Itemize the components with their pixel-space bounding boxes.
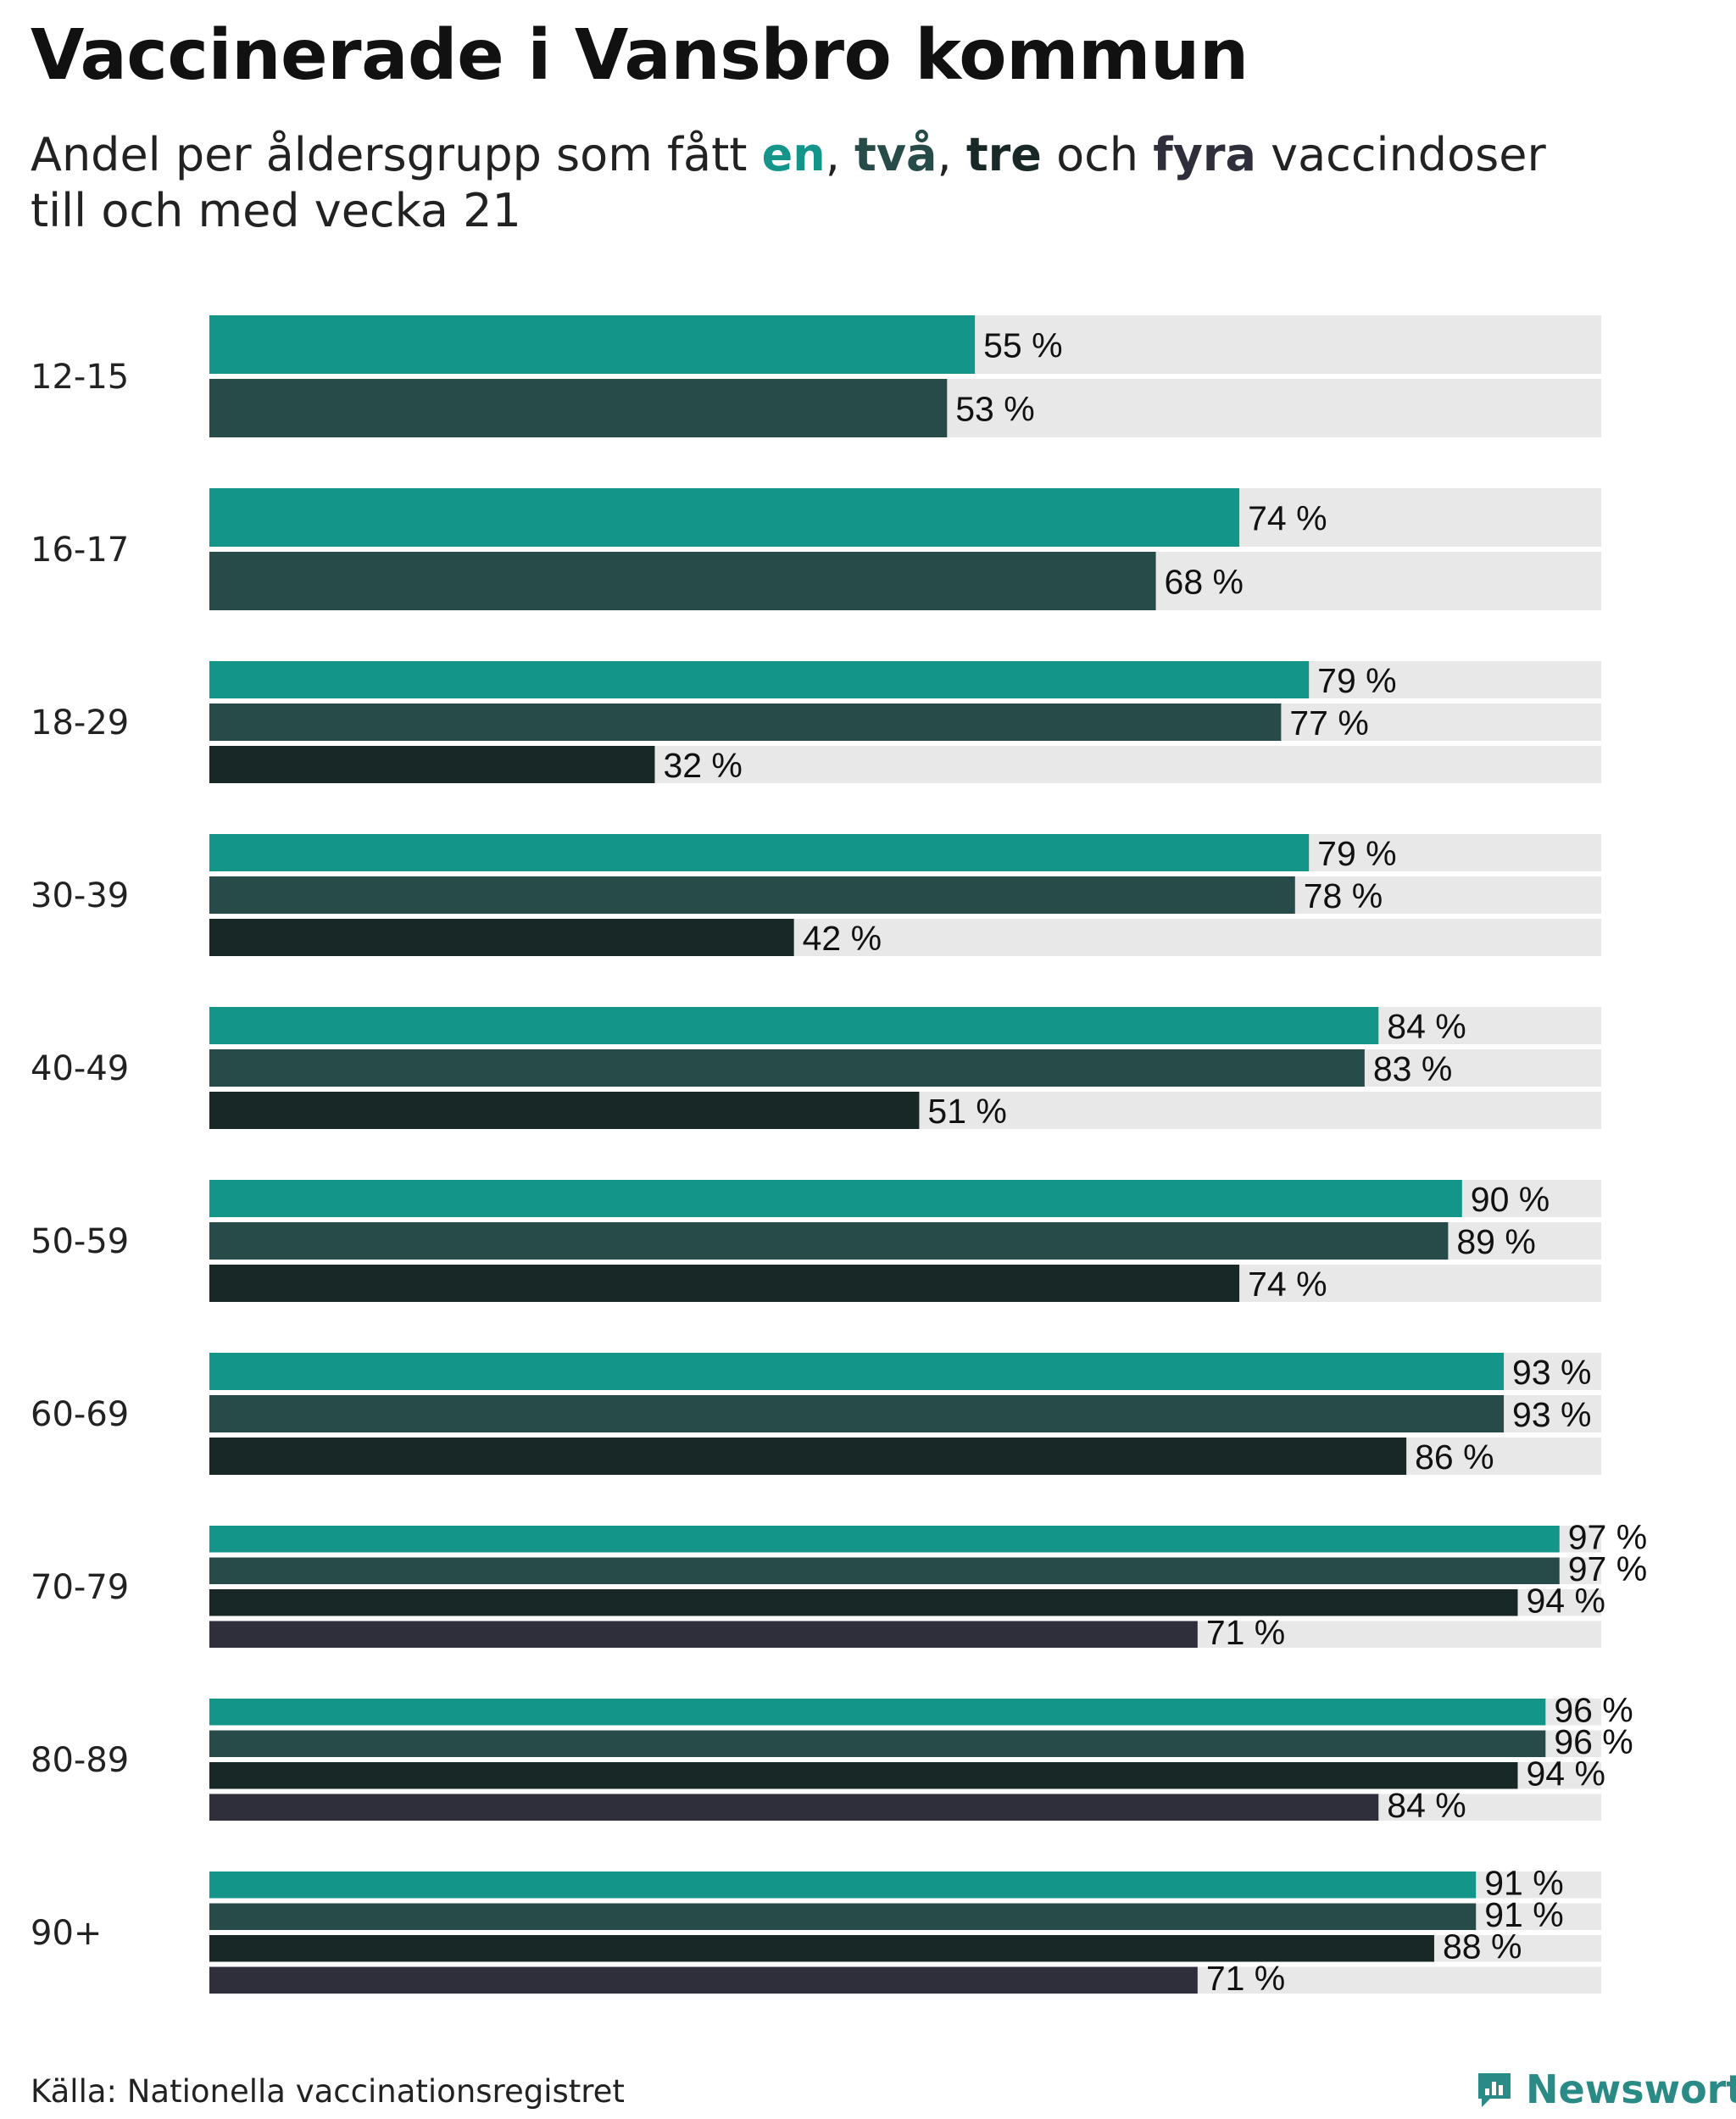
- bar-två-50-59: [209, 1222, 1449, 1260]
- bar-fyra-70-79: [209, 1621, 1198, 1648]
- bar-två-80-89: [209, 1730, 1546, 1757]
- subtitle-och: och: [1041, 128, 1154, 181]
- subtitle-separator: ,: [937, 128, 966, 181]
- value-label: 78 %: [1304, 876, 1383, 915]
- bar-tre-80-89: [209, 1762, 1518, 1789]
- value-label: 79 %: [1317, 834, 1396, 873]
- bar-två-30-39: [209, 876, 1295, 914]
- value-label: 51 %: [927, 1092, 1006, 1131]
- age-group-label: 30-39: [31, 876, 129, 915]
- value-label: 90 %: [1471, 1180, 1550, 1219]
- age-group-label: 40-49: [31, 1049, 129, 1088]
- bar-en-80-89: [209, 1699, 1546, 1726]
- age-group-50-59: 50-59 90 %89 % 74 %: [31, 1180, 1601, 1304]
- subtitle-dose-en: en: [761, 128, 826, 181]
- bar-en-40-49: [209, 1007, 1379, 1044]
- bar-tre-18-29: [209, 746, 655, 783]
- subtitle-dose-tva: två: [854, 128, 938, 181]
- bar-två-16-17: [209, 552, 1156, 610]
- value-label: 97 %: [1568, 1549, 1647, 1588]
- value-label: 91 %: [1484, 1864, 1563, 1903]
- age-group-label: 12-15: [31, 358, 129, 397]
- value-label: 93 %: [1512, 1353, 1591, 1392]
- bar-tre-50-59: [209, 1265, 1240, 1302]
- age-group-40-49: 40-49 84 %83 % 51 %: [31, 1007, 1601, 1131]
- bar-två-70-79: [209, 1557, 1560, 1584]
- age-group-60-69: 60-69 93 %93 % 86 %: [31, 1353, 1601, 1477]
- value-label: 55 %: [983, 325, 1062, 364]
- bar-fyra-90+: [209, 1966, 1198, 1994]
- bar-två-18-29: [209, 704, 1282, 741]
- chart-subtitle: Andel per åldersgrupp som fått en, två, …: [31, 127, 1641, 239]
- value-label: 86 %: [1415, 1438, 1494, 1477]
- value-label: 42 %: [803, 919, 882, 958]
- subtitle-dose-fyra: fyra: [1153, 128, 1256, 181]
- value-label: 84 %: [1387, 1007, 1466, 1046]
- age-group-label: 50-59: [31, 1222, 129, 1261]
- bar-en-70-79: [209, 1526, 1560, 1553]
- value-label: 84 %: [1387, 1786, 1466, 1825]
- age-group-16-17: 16-17 74 %68 %: [31, 488, 1601, 610]
- bar-en-18-29: [209, 661, 1310, 698]
- age-group-label: 70-79: [31, 1568, 129, 1607]
- bar-tre-60-69: [209, 1438, 1407, 1475]
- bar-en-60-69: [209, 1353, 1505, 1390]
- bar-två-12-15: [209, 379, 948, 437]
- bar-fyra-80-89: [209, 1794, 1379, 1821]
- age-group-90+: 90+91 %91 %88 %71 %: [31, 1864, 1601, 1998]
- value-label: 91 %: [1484, 1895, 1563, 1934]
- bar-tre-90+: [209, 1935, 1434, 1962]
- chart-title: Vaccinerade i Vansbro kommun: [31, 15, 1249, 96]
- subtitle-line2: till och med vecka 21: [31, 184, 521, 237]
- bar-en-16-17: [209, 488, 1240, 547]
- value-label: 74 %: [1248, 1265, 1327, 1304]
- newsworthy-logo-icon: [1478, 2073, 1511, 2107]
- age-group-12-15: 12-15 55 % 53 %: [31, 315, 1601, 437]
- bar-tre-40-49: [209, 1092, 920, 1129]
- brand-logo: Newsworthy: [1475, 2066, 1736, 2112]
- age-group-label: 80-89: [31, 1741, 129, 1780]
- bar-en-12-15: [209, 315, 976, 374]
- value-label: 93 %: [1512, 1395, 1591, 1434]
- bar-två-90+: [209, 1903, 1477, 1930]
- value-label: 96 %: [1554, 1722, 1633, 1761]
- age-group-label: 60-69: [31, 1395, 129, 1434]
- value-label: 96 %: [1554, 1691, 1633, 1730]
- value-label: 53 %: [955, 389, 1034, 428]
- age-group-label: 16-17: [31, 531, 129, 570]
- bar-tre-70-79: [209, 1589, 1518, 1616]
- bar-tre-30-39: [209, 919, 794, 956]
- value-label: 71 %: [1206, 1959, 1285, 1998]
- value-label: 97 %: [1568, 1518, 1647, 1557]
- brand-name: Newsworthy: [1526, 2066, 1736, 2112]
- value-label: 74 %: [1248, 498, 1327, 537]
- subtitle-dose-tre: tre: [965, 128, 1042, 181]
- subtitle-suffix: vaccindoser: [1255, 128, 1546, 181]
- value-label: 83 %: [1373, 1049, 1452, 1088]
- age-group-label: 90+: [31, 1914, 102, 1953]
- value-label: 88 %: [1443, 1927, 1522, 1966]
- subtitle-prefix: Andel per åldersgrupp som fått: [31, 128, 762, 181]
- value-label: 77 %: [1289, 704, 1368, 742]
- value-label: 89 %: [1456, 1222, 1535, 1261]
- source-note: Källa: Nationella vaccinationsregistret: [31, 2073, 625, 2110]
- value-label: 94 %: [1526, 1755, 1605, 1794]
- age-group-label: 18-29: [31, 704, 129, 742]
- age-group-18-29: 18-29 79 % 77 % 32 %: [31, 661, 1601, 785]
- value-label: 32 %: [663, 746, 742, 785]
- bar-två-60-69: [209, 1395, 1505, 1432]
- value-label: 94 %: [1526, 1582, 1605, 1621]
- value-label: 68 %: [1165, 562, 1244, 601]
- value-label: 79 %: [1317, 661, 1396, 700]
- age-group-30-39: 30-39 79 %78 % 42 %: [31, 834, 1601, 958]
- bar-två-40-49: [209, 1049, 1365, 1087]
- bar-en-50-59: [209, 1180, 1462, 1217]
- value-label: 71 %: [1206, 1613, 1285, 1652]
- bar-en-30-39: [209, 834, 1310, 871]
- bar-en-90+: [209, 1872, 1477, 1899]
- subtitle-separator: ,: [825, 128, 855, 181]
